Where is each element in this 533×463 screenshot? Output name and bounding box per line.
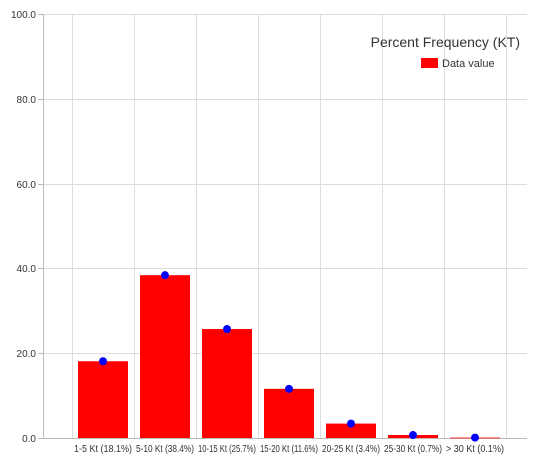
x-tick-label: 15-20 Kt (11.6%) (260, 444, 318, 455)
x-tick-label: 10-15 Kt (25.7%) (198, 444, 256, 455)
legend-swatch-data-value (421, 58, 438, 68)
y-tick-label: 80.0 (17, 95, 37, 106)
y-tick-label: 20.0 (17, 349, 37, 360)
bar[interactable] (264, 388, 314, 438)
bars (78, 275, 500, 439)
y-tick-label: 60.0 (17, 180, 37, 191)
data-point-marker[interactable] (285, 384, 293, 393)
y-tick-label: 100.0 (11, 10, 36, 21)
bar[interactable] (202, 329, 252, 438)
y-tick-label: 40.0 (17, 264, 37, 275)
data-point-marker[interactable] (99, 357, 107, 366)
tick-labels: 0.0 20.0 40.0 60.0 80.0 100.0 1-5 Kt (18.1%) 5-… (11, 10, 504, 455)
x-tick-label: 5-10 Kt (38.4%) (136, 444, 194, 455)
x-tick-label: > 30 Kt (0.1%) (446, 444, 504, 455)
y-tick-label: 0.0 (22, 434, 36, 445)
legend-title: Percent Frequency (KT) (371, 34, 520, 50)
bar[interactable] (326, 423, 376, 438)
grid-lines (43, 14, 527, 438)
data-point-marker[interactable] (471, 433, 479, 442)
legend-entry-data-value: Data value (442, 58, 495, 70)
legend: Percent Frequency (KT) Data value (371, 34, 520, 70)
x-tick-label: 25-30 Kt (0.7%) (384, 444, 442, 455)
bar[interactable] (78, 361, 128, 438)
data-point-marker[interactable] (223, 325, 231, 334)
x-tick-label: 1-5 Kt (18.1%) (74, 444, 132, 455)
axes (38, 14, 527, 439)
data-point-marker[interactable] (409, 431, 417, 440)
bar[interactable] (140, 275, 190, 438)
data-point-marker[interactable] (161, 271, 169, 280)
data-point-marker[interactable] (347, 419, 355, 428)
data-markers (99, 271, 479, 442)
x-tick-label: 20-25 Kt (3.4%) (322, 444, 380, 455)
